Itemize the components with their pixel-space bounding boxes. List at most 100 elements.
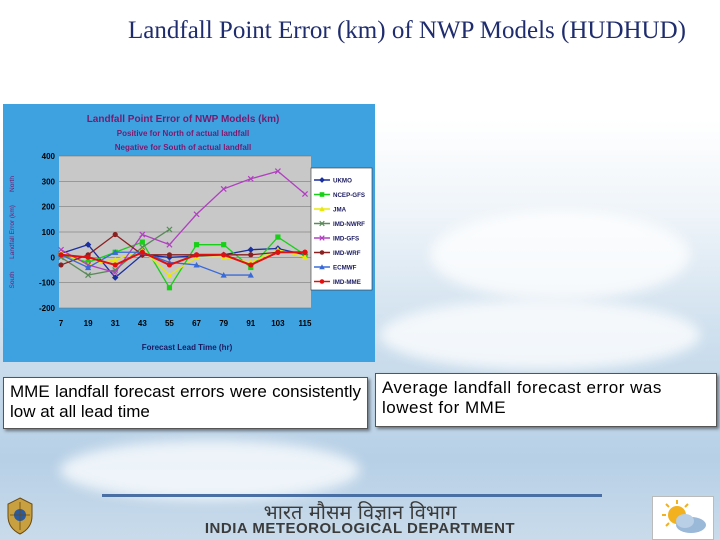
- data-point: [319, 235, 325, 241]
- data-point: [319, 279, 325, 284]
- legend-label: IMD-NWRF: [333, 221, 365, 228]
- mme-average-note: Average landfall forecast error was lowe…: [375, 373, 717, 427]
- series-line: [60, 251, 305, 267]
- data-point: [319, 264, 325, 270]
- data-point: [84, 241, 92, 248]
- data-point: [112, 262, 118, 268]
- cloud-decoration: [430, 210, 690, 300]
- y-axis-label: South Landfall Error (km) North: [9, 176, 16, 289]
- x-axis-label: Forecast Lead Time (hr): [142, 343, 233, 352]
- data-point: [301, 254, 309, 260]
- data-point: [139, 244, 146, 251]
- legend-item: IMD-MME: [314, 279, 361, 286]
- x-tick-label: 103: [271, 319, 285, 328]
- footer-divider: [102, 494, 602, 497]
- y-axis-label-main: Landfall Error (km): [9, 205, 16, 259]
- legend-item: IMD-NWRF: [314, 220, 365, 228]
- data-point: [247, 175, 254, 182]
- data-point: [301, 190, 309, 198]
- legend-label: IMD-GFS: [333, 236, 359, 243]
- legend-label: IMD-MME: [333, 279, 361, 286]
- y-tick-label: -200: [39, 304, 56, 313]
- imd-emblem-icon: [7, 497, 33, 535]
- data-point: [193, 261, 200, 268]
- y-axis-label-north: North: [9, 176, 16, 192]
- data-point: [112, 231, 118, 238]
- weather-sun-cloud-icon: [652, 496, 714, 540]
- y-tick-label: 200: [42, 203, 56, 212]
- legend-item: IMD-GFS: [314, 235, 359, 243]
- data-point: [319, 250, 325, 255]
- chart-panel: 400 300 200 100 0 -100 -200 7 19 31 43 55 67 79 91 103 1…: [3, 104, 375, 362]
- data-point: [139, 249, 145, 255]
- data-point: [166, 252, 173, 258]
- chart-title: Landfall Point Error of NWP Models (km): [87, 114, 280, 125]
- legend: UKMO NCEP-GFS JMA IMD-NWRF IMD-GFS IMD-WRF ECM…: [314, 177, 365, 286]
- x-tick-label: 43: [138, 319, 147, 328]
- y-tick-label: 300: [42, 177, 56, 186]
- series-line: [60, 233, 305, 266]
- data-point: [247, 271, 254, 278]
- data-point: [193, 252, 200, 258]
- y-tick-label: 400: [42, 152, 56, 161]
- data-point: [247, 246, 254, 253]
- data-point: [166, 241, 173, 248]
- data-point: [319, 192, 325, 197]
- chart-subtitle-south: Negative for South of actual landfall: [115, 143, 251, 152]
- data-point: [193, 211, 200, 218]
- data-point: [275, 234, 281, 240]
- data-point: [274, 168, 281, 175]
- legend-label: JMA: [333, 207, 347, 214]
- slide-title: Landfall Point Error (km) of NWP Models …: [128, 17, 686, 44]
- data-point: [248, 262, 254, 268]
- data-point: [112, 256, 119, 263]
- y-tick-label: -100: [39, 279, 56, 288]
- data-point: [85, 272, 92, 279]
- data-point: [58, 262, 64, 268]
- chart-subtitle-north: Positive for North of actual landfall: [117, 129, 249, 138]
- legend-label: UKMO: [333, 178, 352, 185]
- series-layer: [57, 168, 309, 291]
- legend-label: ECMWF: [333, 265, 357, 272]
- data-point: [221, 242, 227, 248]
- data-point: [58, 252, 64, 258]
- footer-department-name: INDIA METEOROLOGICAL DEPARTMENT: [204, 520, 516, 537]
- x-tick-label: 55: [165, 319, 174, 328]
- data-point: [275, 249, 281, 255]
- data-point: [85, 254, 91, 260]
- x-tick-label: 19: [84, 319, 93, 328]
- legend-item: IMD-WRF: [314, 250, 361, 257]
- x-tick-label: 7: [59, 319, 64, 328]
- data-point: [112, 249, 119, 255]
- data-point: [85, 264, 92, 271]
- x-tick-label: 67: [192, 319, 201, 328]
- data-point: [112, 269, 119, 276]
- x-tick-label: 115: [299, 319, 312, 328]
- data-point: [166, 285, 173, 291]
- cloud-decoration: [380, 300, 700, 370]
- data-point: [139, 231, 146, 238]
- series-line: [60, 248, 306, 276]
- legend-box: [310, 167, 373, 291]
- data-point: [166, 226, 173, 233]
- legend-item: NCEP-GFS: [314, 192, 365, 199]
- data-point: [57, 246, 65, 253]
- data-point: [220, 271, 227, 278]
- mme-consistency-note: MME landfall forecast errors were consis…: [3, 377, 368, 429]
- data-point: [221, 252, 227, 258]
- legend-item: UKMO: [314, 177, 352, 185]
- data-point: [139, 239, 145, 245]
- y-tick-label: 100: [42, 228, 56, 237]
- legend-item: JMA: [314, 206, 347, 214]
- data-point: [319, 220, 325, 227]
- series-line: [60, 170, 306, 274]
- legend-item: ECMWF: [314, 264, 357, 272]
- x-tick-label: 31: [111, 319, 120, 328]
- y-tick-label: 0: [51, 253, 56, 262]
- data-point: [112, 274, 119, 281]
- y-axis-label-south: South: [9, 271, 16, 288]
- data-point: [248, 252, 254, 258]
- data-point: [166, 262, 173, 268]
